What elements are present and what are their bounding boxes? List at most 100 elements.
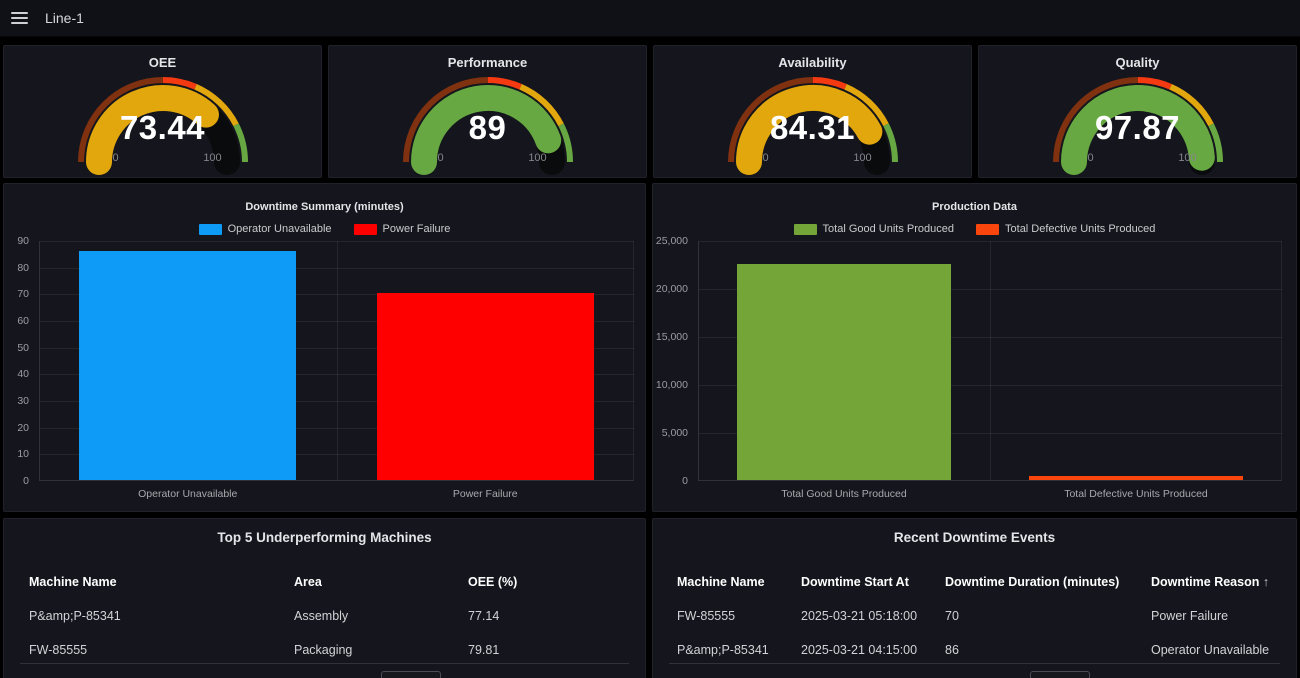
legend-item-power-failure[interactable]: Power Failure: [353, 223, 451, 235]
legend-swatch: [198, 223, 222, 235]
legend-swatch: [976, 223, 1000, 235]
gauge-max-label: 100: [203, 152, 222, 164]
y-axis-tick-label: 20: [17, 421, 29, 434]
legend-item-total-good-units-produced[interactable]: Total Good Units Produced: [793, 223, 954, 235]
table-footer: [669, 663, 1280, 678]
underperforming-machines-panel: Top 5 Underperforming Machines Machine N…: [3, 518, 646, 678]
table-cell: FW-85555: [677, 609, 736, 623]
table-cell: P&amp;P-85341: [677, 643, 769, 657]
y-axis-tick-label: 20,000: [655, 283, 688, 295]
dashboard-title: Line-1: [45, 10, 84, 26]
y-axis-tick-label: 60: [17, 315, 29, 327]
downtime-bar-chart: 0 10 20 30 40 50 60 70 80 90 Operator Unavailable P…: [17, 235, 634, 500]
y-axis-tick-label: 50: [17, 341, 29, 354]
y-axis-tick-label: 80: [17, 261, 29, 274]
table-cell: Operator Unavailable: [1151, 643, 1270, 657]
gridline: [39, 427, 634, 429]
y-axis-tick-label: 30: [17, 395, 29, 407]
pagination-button[interactable]: [1030, 671, 1090, 678]
column-header-downtime-start-at[interactable]: Downtime Start At: [801, 575, 909, 589]
gauge-min-label: 0: [112, 152, 119, 164]
table-cell: 2025-03-21 04:15:00: [801, 643, 918, 657]
gridline: [39, 294, 634, 296]
bar-operator-unavailable[interactable]: [79, 250, 297, 480]
recent-downtime-events-table: Machine Name Downtime Start At Downtime Du…: [653, 565, 1296, 667]
downtime-summary-panel: Downtime Summary (minutes) Operator Unav…: [3, 183, 646, 512]
table-cell: 2025-03-21 05:18:00: [801, 609, 918, 623]
chart-legend: Operator Unavailable Power Failure: [4, 223, 645, 235]
gauge-panel-performance: Performance 89 0 100: [328, 45, 647, 178]
gauge-max-label: 100: [528, 152, 547, 164]
pagination-button[interactable]: [381, 671, 441, 678]
gridline: [39, 267, 634, 269]
column-header-machine-name[interactable]: Machine Name: [29, 575, 117, 589]
top-nav-bar: Line-1: [0, 0, 1300, 37]
table-cell: 79.81: [468, 643, 500, 657]
gridline: [633, 241, 634, 481]
x-axis-category-label: Operator Unavailable: [138, 488, 238, 500]
sort-ascending-icon: ↑: [1259, 575, 1270, 589]
recent-downtime-events-panel: Recent Downtime Events Machine Name Downt…: [652, 518, 1297, 678]
gridline: [1281, 241, 1282, 481]
gridline: [698, 433, 1282, 434]
legend-swatch: [793, 223, 817, 235]
column-header-oee[interactable]: OEE (%): [468, 575, 518, 589]
gauge-max-label: 100: [853, 152, 872, 164]
gauge-min-label: 0: [1087, 152, 1094, 164]
legend-item-operator-unavailable[interactable]: Operator Unavailable: [198, 223, 332, 235]
gridline: [39, 454, 634, 456]
y-axis-tick-label: 15,000: [655, 331, 688, 343]
menu-icon[interactable]: [11, 12, 28, 24]
gauge-value: 89: [468, 109, 507, 146]
table-header-row: Machine Name Downtime Start At Downtime Du…: [653, 565, 1296, 599]
y-axis-tick-label: 0: [23, 475, 29, 487]
column-header-downtime-duration-minutes[interactable]: Downtime Duration (minutes): [945, 575, 1120, 589]
table-cell: 70: [945, 609, 959, 623]
panel-title: Quality: [1115, 55, 1160, 70]
table-cell: FW-85555: [29, 643, 88, 657]
gridline: [39, 374, 634, 376]
column-header-area[interactable]: Area: [294, 575, 322, 589]
chart-title: Downtime Summary (minutes): [245, 201, 404, 213]
x-axis-category-label: Total Good Units Produced: [781, 488, 907, 500]
bar-total-good-units-produced[interactable]: [737, 264, 951, 480]
table-cell: P&amp;P-85341: [29, 609, 121, 623]
y-axis-tick-label: 90: [17, 235, 29, 247]
chart-legend: Total Good Units Produced Total Defective…: [653, 223, 1296, 235]
gridline: [39, 401, 634, 402]
gridline: [39, 241, 634, 242]
y-axis-tick-label: 40: [17, 368, 29, 381]
x-axis-category-label: Power Failure: [452, 488, 518, 500]
legend-item-total-defective-units-produced[interactable]: Total Defective Units Produced: [976, 223, 1155, 235]
table-title: Recent Downtime Events: [893, 530, 1056, 545]
menu-icon-bar: [11, 17, 28, 19]
panel-title: OEE: [148, 55, 177, 70]
gauge-value: 97.87: [1094, 109, 1181, 146]
legend-label: Power Failure: [382, 223, 451, 235]
performance-gauge: [393, 68, 583, 175]
bar-total-defective-units-produced[interactable]: [1029, 476, 1243, 480]
column-header-downtime-reason[interactable]: Downtime Reason ↑: [1151, 575, 1270, 589]
legend-label: Total Defective Units Produced: [1005, 223, 1156, 235]
table-row: P&amp;P-85341 2025-03-21 04:15:00 86 Operat…: [653, 633, 1296, 667]
legend-swatch: [353, 223, 377, 235]
y-axis-tick-label: 10: [17, 448, 29, 461]
production-data-panel: Production Data Total Good Units Produce…: [652, 183, 1297, 512]
y-axis-tick-label: 70: [17, 288, 29, 301]
table-header-row: Machine Name Area OEE (%): [4, 565, 645, 599]
availability-gauge: [718, 68, 908, 175]
quality-gauge: [1043, 68, 1233, 175]
gauge-panel-quality: Quality 97.87 0 100: [978, 45, 1297, 178]
column-header-machine-name[interactable]: Machine Name: [677, 575, 765, 589]
gridline: [39, 347, 634, 349]
gridline: [698, 241, 1282, 242]
gauge-min-label: 0: [762, 152, 769, 164]
gauge-value: 73.44: [119, 109, 206, 146]
bar-power-failure[interactable]: [376, 293, 594, 480]
table-row: FW-85555 2025-03-21 05:18:00 70 Power Failu…: [653, 599, 1296, 633]
panel-title: Performance: [447, 55, 528, 70]
x-axis-line: [39, 480, 634, 481]
oee-gauge: [68, 68, 258, 175]
gauge-value: 84.31: [769, 109, 856, 146]
